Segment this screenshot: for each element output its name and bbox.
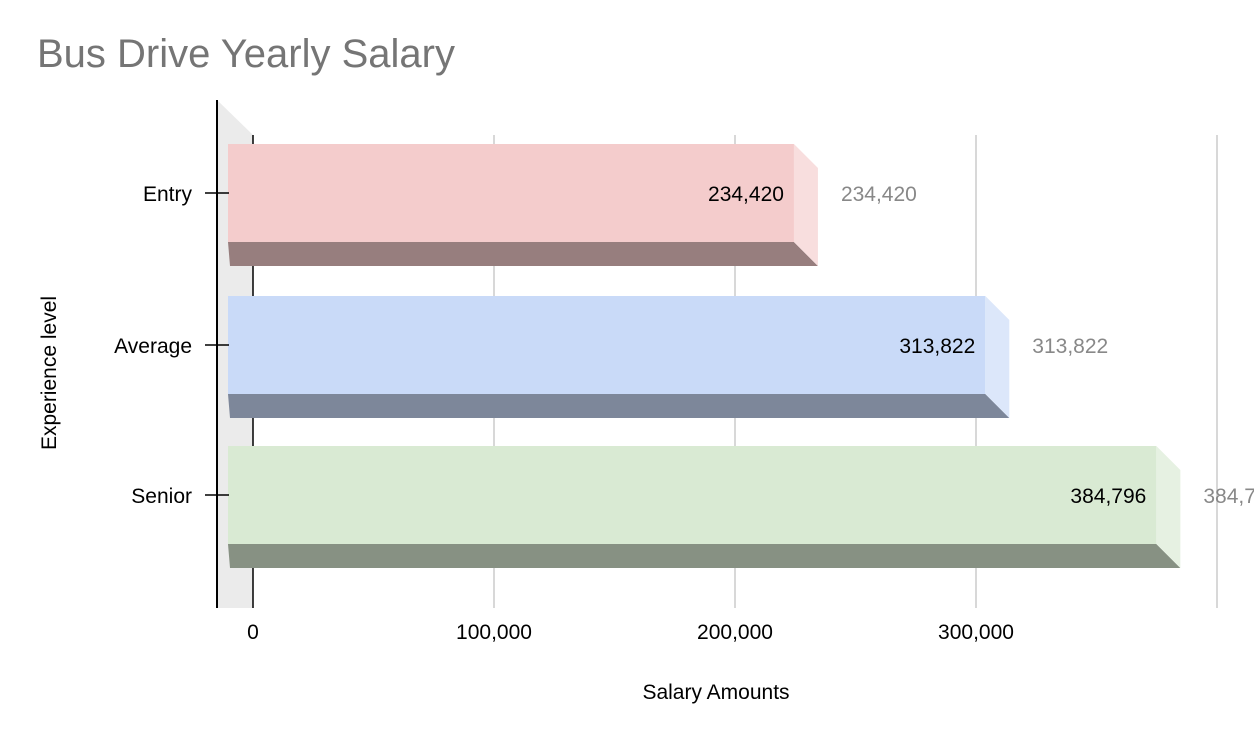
x-axis-ticks: 0 100,000 200,000 300,000 (247, 621, 1014, 644)
bar-front-face (228, 446, 1157, 544)
bar-front-face (228, 296, 986, 394)
data-label-outer: 384,796 (1203, 485, 1254, 508)
x-axis-label: Salary Amounts (642, 681, 789, 704)
x-tick-label: 100,000 (456, 621, 532, 644)
y-tick-label: Entry (143, 183, 193, 206)
y-tick-label: Senior (131, 485, 192, 508)
x-tick-label: 200,000 (697, 621, 773, 644)
y-tick-label: Average (114, 335, 192, 358)
bar-end-face (1156, 446, 1181, 568)
x-tick-label: 0 (247, 621, 259, 644)
bar: 234,420 234,420 (228, 144, 917, 266)
bar-bottom-face (228, 242, 818, 266)
chart-title: Bus Drive Yearly Salary (37, 32, 455, 76)
y-axis-ticks: Entry Average Senior (114, 183, 229, 508)
bar-front-face (228, 144, 794, 242)
y-axis-label: Experience level (38, 296, 61, 450)
bar-bottom-face (228, 544, 1181, 568)
bar-end-face (793, 144, 818, 266)
bar-bottom-face (228, 394, 1010, 418)
bar: 384,796 384,796 (228, 446, 1254, 568)
data-label: 313,822 (899, 335, 975, 358)
bar: 313,822 313,822 (228, 296, 1108, 418)
x-tick-label: 300,000 (938, 621, 1014, 644)
data-label-outer: 313,822 (1032, 335, 1108, 358)
bar-end-face (985, 296, 1010, 418)
data-label: 234,420 (708, 183, 784, 206)
data-label-outer: 234,420 (841, 183, 917, 206)
data-label: 384,796 (1070, 485, 1146, 508)
